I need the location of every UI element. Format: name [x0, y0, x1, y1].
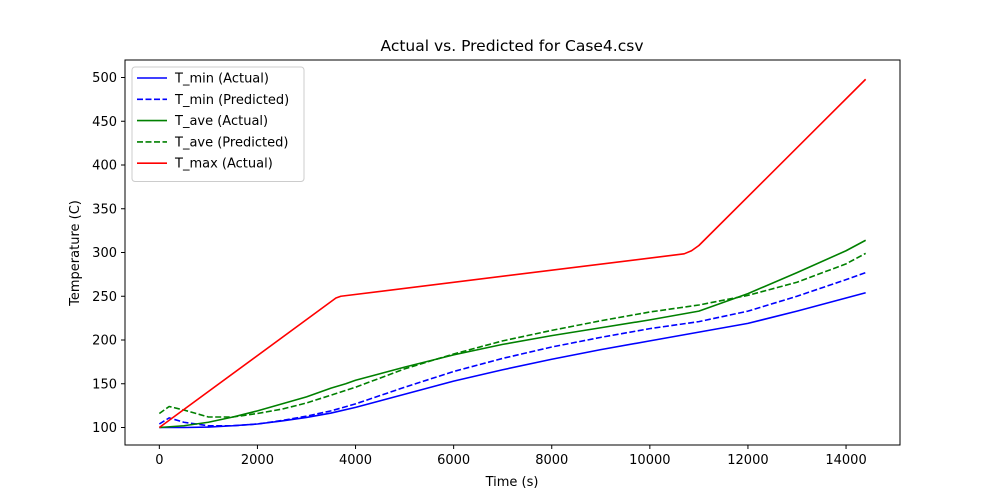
- y-axis: 100 150 200 250 300 350 400 450 500: [92, 71, 125, 436]
- x-axis: 0 2000 4000 6000 8000 10000 12000 14000: [155, 445, 867, 468]
- y-axis-label: Temperature (C): [68, 200, 83, 307]
- x-tick-label: 2000: [241, 453, 274, 468]
- y-tick-label: 450: [92, 115, 117, 130]
- x-tick-label: 12000: [727, 453, 768, 468]
- y-tick-label: 150: [92, 377, 117, 392]
- legend-box: [131, 66, 305, 182]
- series-line-t-min-actual: [159, 291, 866, 429]
- y-tick-label: 200: [92, 334, 117, 349]
- y-tick-label: 250: [92, 290, 117, 305]
- x-tick-label: 10000: [629, 453, 670, 468]
- legend-label-t-min-actual: T_min (Actual): [174, 72, 269, 87]
- x-tick-label: 14000: [825, 453, 866, 468]
- x-axis-label: Time (s): [485, 475, 539, 490]
- chart-title: Actual vs. Predicted for Case4.csv: [380, 37, 643, 55]
- series-line-t-ave-actual: [159, 239, 867, 429]
- y-tick-label: 350: [92, 202, 117, 217]
- legend: T_min (Actual) T_min (Predicted) T_ave (Ac…: [131, 66, 305, 182]
- legend-label-t-max-actual: T_max (Actual): [174, 157, 273, 172]
- y-tick-label: 400: [92, 159, 117, 174]
- y-tick-label: 100: [92, 421, 117, 436]
- series-line-t-max-actual: [158, 78, 867, 429]
- x-tick-label: 6000: [437, 453, 470, 468]
- x-tick-label: 0: [155, 453, 163, 468]
- y-tick-label: 500: [92, 71, 117, 86]
- y-tick-label: 300: [92, 246, 117, 261]
- x-tick-label: 8000: [535, 453, 568, 468]
- series-line-t-ave-predicted: [158, 252, 867, 418]
- legend-label-t-ave-actual: T_ave (Actual): [174, 114, 268, 129]
- series-line-t-min-predicted: [158, 271, 866, 427]
- plot-area: [158, 78, 867, 429]
- legend-label-t-ave-predicted: T_ave (Predicted): [174, 135, 288, 150]
- x-tick-label: 4000: [339, 453, 372, 468]
- legend-label-t-min-predicted: T_min (Predicted): [174, 93, 289, 108]
